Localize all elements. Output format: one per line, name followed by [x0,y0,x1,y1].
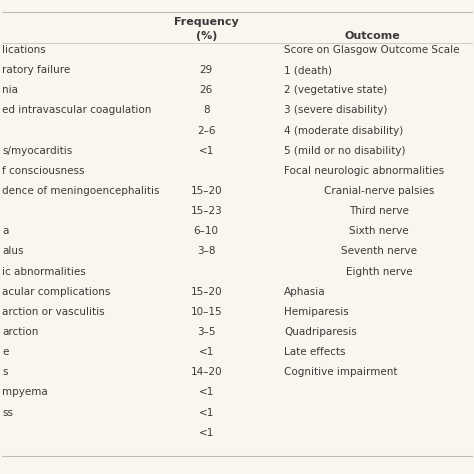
Text: 2–6: 2–6 [197,126,216,136]
Text: ic abnormalities: ic abnormalities [2,266,86,277]
Text: <1: <1 [199,408,214,418]
Text: 3–8: 3–8 [197,246,216,256]
Text: 15–20: 15–20 [191,186,222,196]
Text: ss: ss [2,408,13,418]
Text: Seventh nerve: Seventh nerve [341,246,417,256]
Text: Late effects: Late effects [284,347,346,357]
Text: s/myocarditis: s/myocarditis [2,146,73,156]
Text: ed intravascular coagulation: ed intravascular coagulation [2,106,152,116]
Text: alus: alus [2,246,24,256]
Text: nia: nia [2,85,18,95]
Text: ratory failure: ratory failure [2,65,71,75]
Text: arction or vasculitis: arction or vasculitis [2,307,105,317]
Text: 29: 29 [200,65,213,75]
Text: Outcome: Outcome [344,31,400,41]
Text: e: e [2,347,9,357]
Text: 2 (vegetative state): 2 (vegetative state) [284,85,388,95]
Text: mpyema: mpyema [2,388,48,398]
Text: 4 (moderate disability): 4 (moderate disability) [284,126,404,136]
Text: 5 (mild or no disability): 5 (mild or no disability) [284,146,406,156]
Text: 10–15: 10–15 [191,307,222,317]
Text: acular complications: acular complications [2,287,111,297]
Text: Hemiparesis: Hemiparesis [284,307,349,317]
Text: 14–20: 14–20 [191,367,222,377]
Text: arction: arction [2,327,39,337]
Text: Third nerve: Third nerve [349,206,409,216]
Text: 26: 26 [200,85,213,95]
Text: Aphasia: Aphasia [284,287,326,297]
Text: <1: <1 [199,428,214,438]
Text: Score on Glasgow Outcome Scale: Score on Glasgow Outcome Scale [284,45,460,55]
Text: <1: <1 [199,146,214,156]
Text: 6–10: 6–10 [194,227,219,237]
Text: Sixth nerve: Sixth nerve [349,227,409,237]
Text: Frequency: Frequency [174,17,238,27]
Text: a: a [2,227,9,237]
Text: 3–5: 3–5 [197,327,216,337]
Text: 8: 8 [203,106,210,116]
Text: Cranial-nerve palsies: Cranial-nerve palsies [324,186,434,196]
Text: 1 (death): 1 (death) [284,65,332,75]
Text: Cognitive impairment: Cognitive impairment [284,367,398,377]
Text: <1: <1 [199,347,214,357]
Text: f consciousness: f consciousness [2,166,85,176]
Text: lications: lications [2,45,46,55]
Text: dence of meningoencephalitis: dence of meningoencephalitis [2,186,160,196]
Text: 15–23: 15–23 [191,206,222,216]
Text: Quadriparesis: Quadriparesis [284,327,357,337]
Text: s: s [2,367,8,377]
Text: Eighth nerve: Eighth nerve [346,266,412,277]
Text: (%): (%) [195,31,217,41]
Text: <1: <1 [199,388,214,398]
Text: Focal neurologic abnormalities: Focal neurologic abnormalities [284,166,445,176]
Text: 15–20: 15–20 [191,287,222,297]
Text: 3 (severe disability): 3 (severe disability) [284,106,388,116]
